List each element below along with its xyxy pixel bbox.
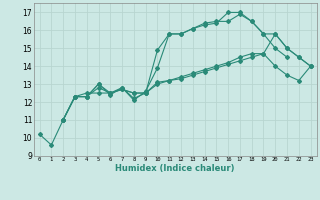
X-axis label: Humidex (Indice chaleur): Humidex (Indice chaleur) [115,164,235,173]
